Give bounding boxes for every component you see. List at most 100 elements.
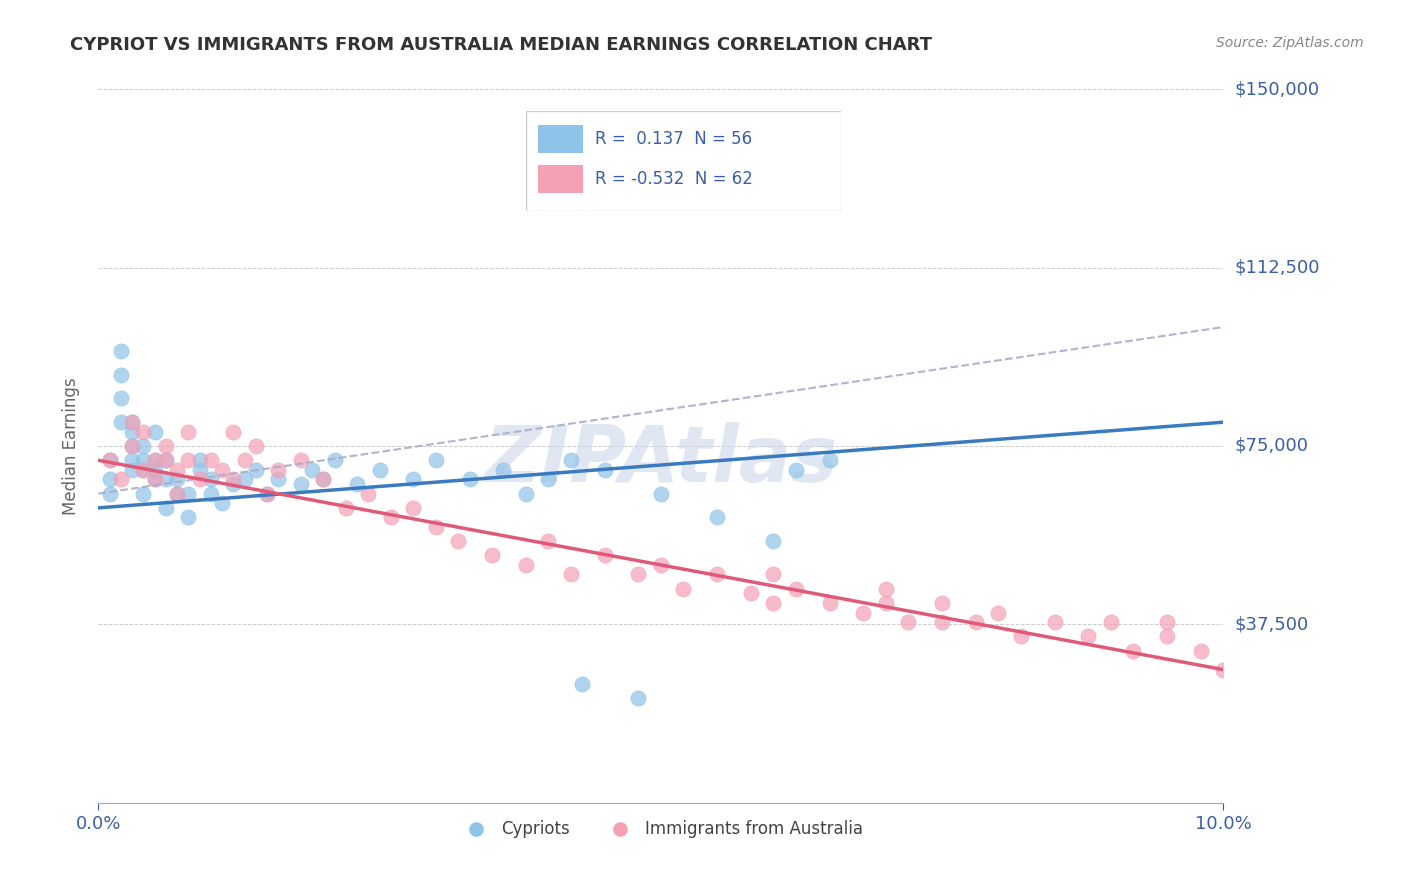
Point (132, 453, 155, 467)
Point (672, 582, 695, 596)
Point (110, 415, 132, 429)
Point (481, 549, 503, 563)
Text: $150,000: $150,000 (1234, 80, 1319, 98)
Point (267, 472, 290, 486)
Point (785, 463, 807, 477)
Point (267, 463, 290, 477)
Point (233, 453, 256, 467)
Point (537, 534, 560, 549)
Point (402, 472, 425, 486)
Point (110, 392, 132, 406)
Point (1156, 615, 1178, 629)
Point (132, 463, 155, 477)
Point (762, 534, 785, 549)
Point (222, 477, 245, 491)
Point (818, 596, 841, 610)
Point (368, 463, 391, 477)
Point (301, 463, 323, 477)
Point (1010, 629, 1032, 643)
Point (818, 453, 841, 467)
Point (762, 596, 785, 610)
Point (650, 486, 672, 500)
Point (222, 472, 245, 486)
Point (132, 425, 155, 439)
Point (143, 472, 166, 486)
Point (143, 425, 166, 439)
Point (155, 439, 177, 453)
Point (155, 453, 177, 467)
Point (98, 453, 121, 467)
Point (143, 472, 166, 486)
Point (155, 472, 177, 486)
Point (121, 415, 143, 429)
Point (166, 486, 188, 500)
Legend: Cypriots, Immigrants from Australia: Cypriots, Immigrants from Australia (453, 814, 869, 845)
Point (290, 453, 312, 467)
Point (98, 486, 121, 500)
Text: CYPRIOT VS IMMIGRANTS FROM AUSTRALIA MEDIAN EARNINGS CORRELATION CHART: CYPRIOT VS IMMIGRANTS FROM AUSTRALIA MED… (70, 36, 932, 54)
Point (987, 606, 1010, 620)
Point (166, 472, 188, 486)
Point (425, 520, 447, 534)
Point (98, 453, 121, 467)
Point (177, 486, 200, 500)
Point (121, 453, 143, 467)
Point (346, 477, 368, 491)
Text: $37,500: $37,500 (1234, 615, 1309, 633)
Point (312, 472, 335, 486)
Point (110, 343, 132, 358)
Point (166, 486, 188, 500)
Point (166, 463, 188, 477)
Point (357, 486, 380, 500)
Point (132, 463, 155, 477)
Point (762, 567, 785, 582)
Point (121, 439, 143, 453)
Point (200, 453, 222, 467)
Point (188, 453, 211, 467)
Point (177, 453, 200, 467)
Point (965, 615, 987, 629)
Point (740, 586, 762, 600)
Point (560, 567, 582, 582)
Point (323, 453, 346, 467)
Point (143, 453, 166, 467)
Point (245, 463, 267, 477)
Point (143, 463, 166, 477)
Point (571, 677, 593, 691)
Point (627, 691, 650, 706)
Point (593, 463, 616, 477)
Point (256, 486, 278, 500)
Point (458, 472, 481, 486)
Point (875, 596, 897, 610)
Point (110, 472, 132, 486)
Point (233, 472, 256, 486)
Text: ZIPAtlas: ZIPAtlas (484, 422, 838, 499)
Point (312, 472, 335, 486)
Point (650, 558, 672, 572)
Point (852, 606, 875, 620)
Point (98, 472, 121, 486)
Point (931, 596, 953, 610)
Point (1156, 629, 1178, 643)
Point (143, 453, 166, 467)
Point (931, 615, 953, 629)
Point (1077, 629, 1099, 643)
Point (515, 558, 537, 572)
Point (1189, 643, 1212, 657)
Y-axis label: Median Earnings: Median Earnings (62, 377, 80, 515)
Point (560, 453, 582, 467)
Point (121, 415, 143, 429)
Point (155, 500, 177, 515)
Point (121, 463, 143, 477)
Point (188, 463, 211, 477)
Point (515, 486, 537, 500)
Point (875, 582, 897, 596)
Point (897, 615, 920, 629)
Point (110, 368, 132, 382)
Point (132, 439, 155, 453)
Point (593, 549, 616, 563)
Point (256, 486, 278, 500)
Point (335, 500, 357, 515)
Point (222, 425, 245, 439)
Text: Source: ZipAtlas.com: Source: ZipAtlas.com (1216, 36, 1364, 50)
